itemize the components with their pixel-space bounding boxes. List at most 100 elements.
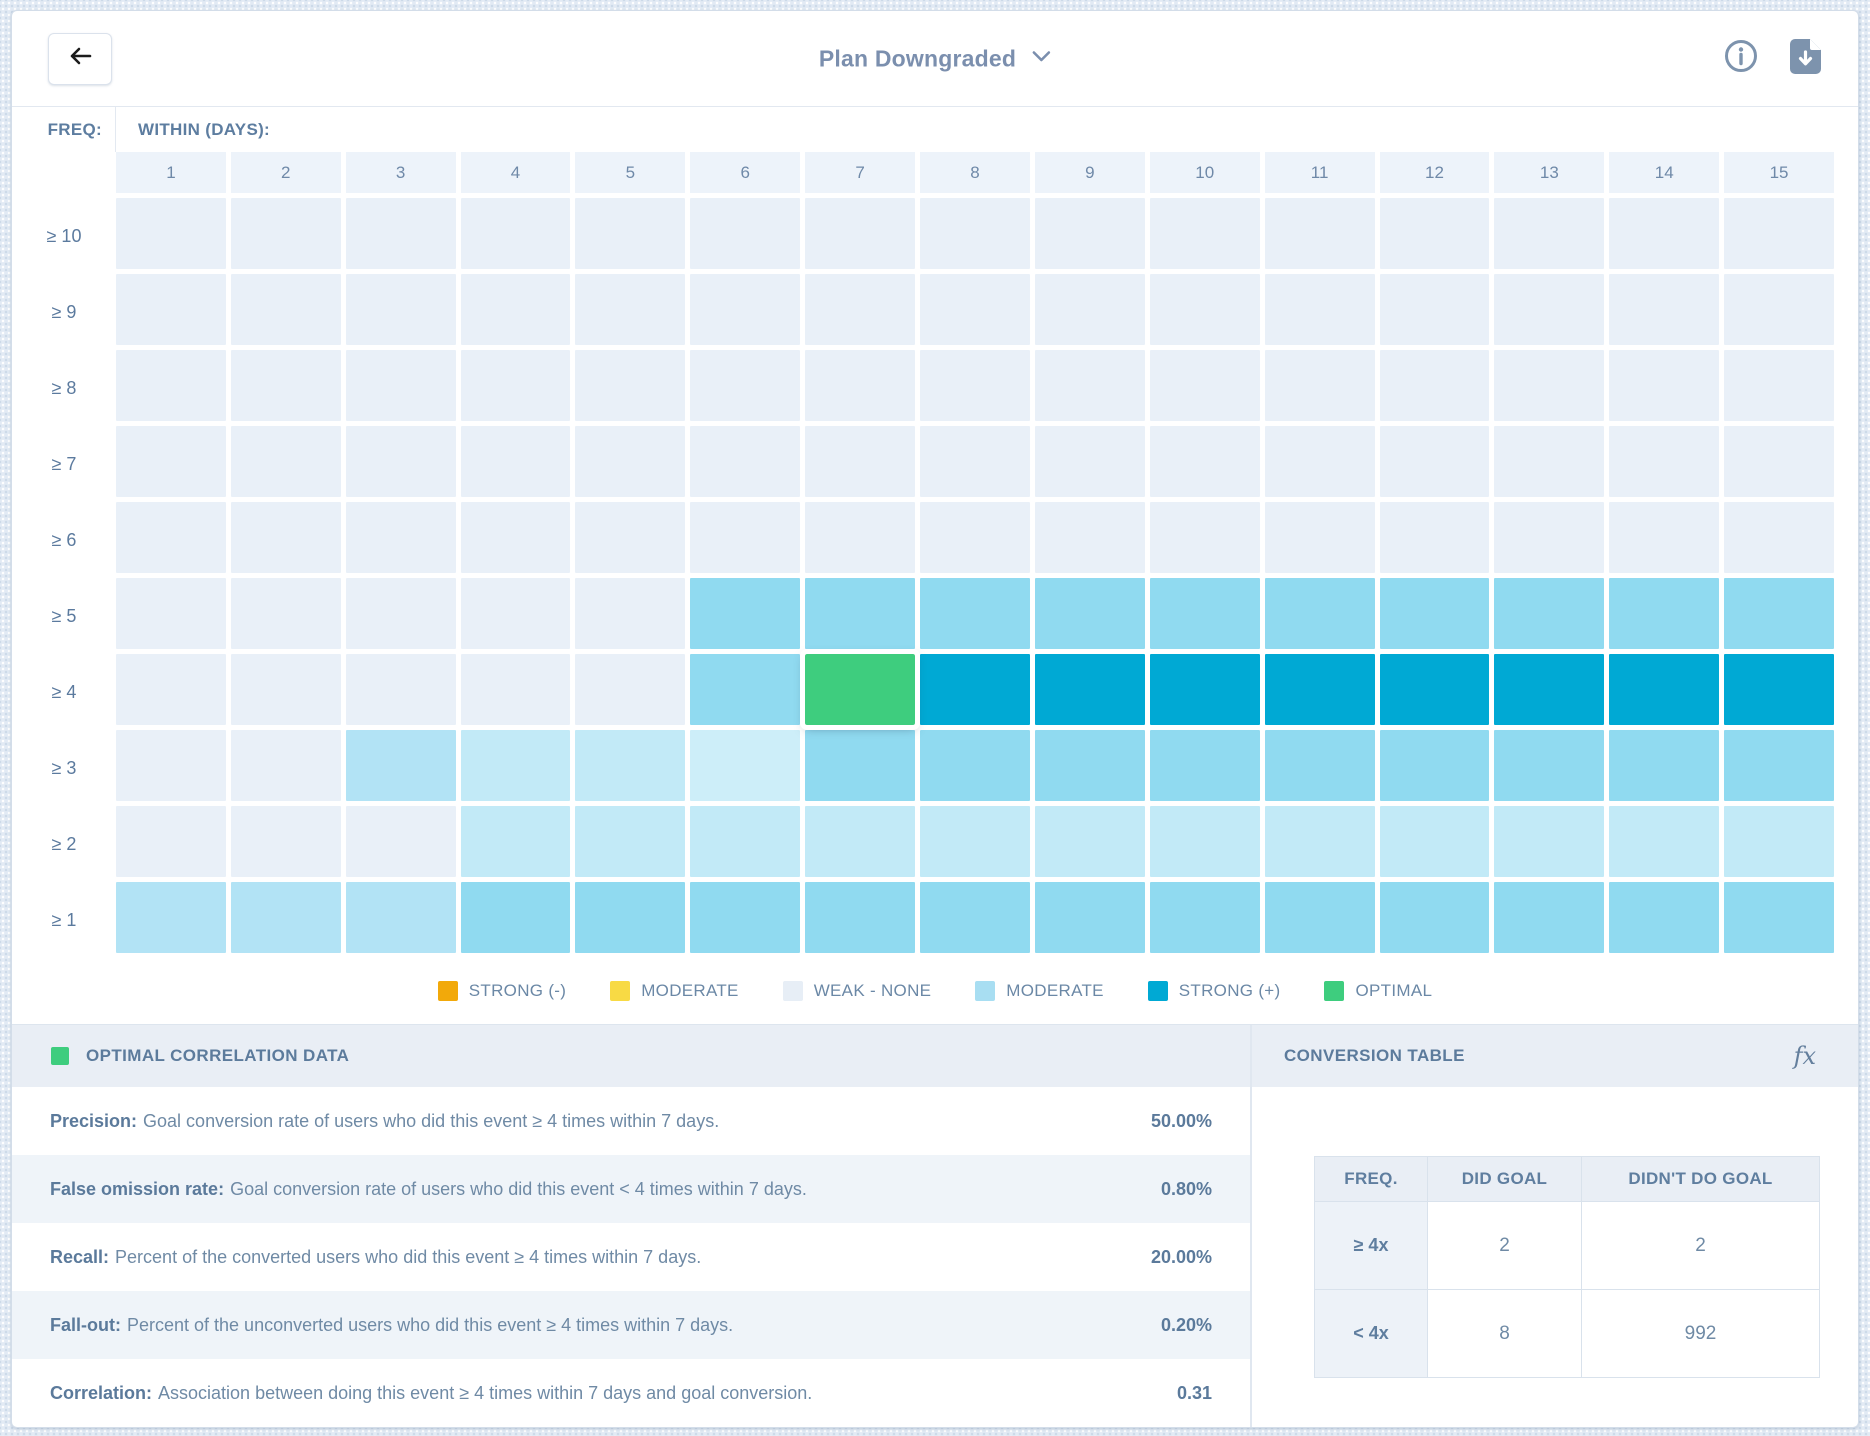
heatmap-cell-r5-c6[interactable] — [690, 502, 801, 573]
heatmap-cell-r10-c4[interactable] — [460, 882, 571, 953]
heatmap-cell-r3-c14[interactable] — [1609, 350, 1720, 421]
heatmap-cell-r2-c10[interactable] — [1149, 274, 1260, 345]
heatmap-cell-r5-c12[interactable] — [1379, 502, 1490, 573]
heatmap-cell-r7-c5[interactable] — [575, 654, 686, 725]
heatmap-cell-r9-c3[interactable] — [345, 806, 456, 877]
heatmap-cell-r5-c11[interactable] — [1264, 502, 1375, 573]
heatmap-cell-r3-c13[interactable] — [1494, 350, 1605, 421]
heatmap-cell-r9-c11[interactable] — [1264, 806, 1375, 877]
heatmap-cell-r5-c5[interactable] — [575, 502, 686, 573]
heatmap-cell-r10-c8[interactable] — [920, 882, 1030, 953]
heatmap-cell-r4-c1[interactable] — [116, 426, 226, 497]
heatmap-cell-r8-c12[interactable] — [1379, 730, 1490, 801]
heatmap-cell-r7-c13[interactable] — [1494, 654, 1605, 725]
heatmap-cell-r6-c3[interactable] — [345, 578, 456, 649]
heatmap-cell-r7-c12[interactable] — [1379, 654, 1490, 725]
heatmap-cell-r1-c4[interactable] — [460, 198, 571, 269]
heatmap-cell-r7-c11[interactable] — [1264, 654, 1375, 725]
heatmap-cell-r5-c3[interactable] — [345, 502, 456, 573]
heatmap-cell-r6-c11[interactable] — [1264, 578, 1375, 649]
heatmap-cell-r4-c14[interactable] — [1609, 426, 1720, 497]
heatmap-cell-r10-c2[interactable] — [230, 882, 341, 953]
heatmap-cell-r3-c6[interactable] — [690, 350, 801, 421]
heatmap-cell-r8-c10[interactable] — [1149, 730, 1260, 801]
heatmap-cell-r3-c3[interactable] — [345, 350, 456, 421]
heatmap-cell-r2-c3[interactable] — [345, 274, 456, 345]
heatmap-cell-r4-c4[interactable] — [460, 426, 571, 497]
heatmap-cell-r1-c11[interactable] — [1264, 198, 1375, 269]
heatmap-cell-r1-c8[interactable] — [920, 198, 1030, 269]
back-button[interactable] — [48, 32, 112, 85]
heatmap-cell-r1-c14[interactable] — [1609, 198, 1720, 269]
report-title-dropdown[interactable]: Plan Downgraded — [819, 45, 1051, 72]
heatmap-cell-r9-c15[interactable] — [1724, 806, 1834, 877]
heatmap-cell-r2-c6[interactable] — [690, 274, 801, 345]
heatmap-cell-r3-c7[interactable] — [805, 350, 916, 421]
heatmap-cell-r10-c11[interactable] — [1264, 882, 1375, 953]
heatmap-cell-r1-c7[interactable] — [805, 198, 916, 269]
heatmap-cell-r5-c2[interactable] — [230, 502, 341, 573]
heatmap-cell-r6-c13[interactable] — [1494, 578, 1605, 649]
heatmap-cell-r8-c9[interactable] — [1034, 730, 1145, 801]
heatmap-cell-r6-c1[interactable] — [116, 578, 226, 649]
heatmap-cell-r2-c8[interactable] — [920, 274, 1030, 345]
heatmap-cell-r3-c5[interactable] — [575, 350, 686, 421]
heatmap-cell-r8-c4[interactable] — [460, 730, 571, 801]
heatmap-cell-r9-c1[interactable] — [116, 806, 226, 877]
heatmap-cell-r9-c5[interactable] — [575, 806, 686, 877]
heatmap-cell-r10-c13[interactable] — [1494, 882, 1605, 953]
heatmap-cell-r1-c1[interactable] — [116, 198, 226, 269]
info-button[interactable] — [1722, 40, 1760, 78]
heatmap-cell-r3-c4[interactable] — [460, 350, 571, 421]
heatmap-cell-r6-c4[interactable] — [460, 578, 571, 649]
heatmap-cell-r7-c15[interactable] — [1724, 654, 1834, 725]
heatmap-cell-r7-c9[interactable] — [1034, 654, 1145, 725]
heatmap-cell-r10-c15[interactable] — [1724, 882, 1834, 953]
heatmap-cell-r6-c9[interactable] — [1034, 578, 1145, 649]
heatmap-cell-r7-c14[interactable] — [1609, 654, 1720, 725]
heatmap-cell-r10-c1[interactable] — [116, 882, 226, 953]
heatmap-cell-r4-c7[interactable] — [805, 426, 916, 497]
heatmap-cell-r1-c9[interactable] — [1034, 198, 1145, 269]
heatmap-cell-r8-c13[interactable] — [1494, 730, 1605, 801]
heatmap-cell-r3-c12[interactable] — [1379, 350, 1490, 421]
heatmap-cell-r4-c5[interactable] — [575, 426, 686, 497]
heatmap-cell-r1-c10[interactable] — [1149, 198, 1260, 269]
heatmap-cell-r6-c15[interactable] — [1724, 578, 1834, 649]
heatmap-cell-r10-c14[interactable] — [1609, 882, 1720, 953]
heatmap-cell-r2-c1[interactable] — [116, 274, 226, 345]
heatmap-cell-r8-c7[interactable] — [805, 730, 916, 801]
heatmap-cell-r1-c13[interactable] — [1494, 198, 1605, 269]
heatmap-cell-r9-c13[interactable] — [1494, 806, 1605, 877]
heatmap-cell-r8-c5[interactable] — [575, 730, 686, 801]
heatmap-cell-r6-c8[interactable] — [920, 578, 1030, 649]
heatmap-cell-r2-c11[interactable] — [1264, 274, 1375, 345]
heatmap-cell-r10-c9[interactable] — [1034, 882, 1145, 953]
heatmap-cell-r4-c10[interactable] — [1149, 426, 1260, 497]
heatmap-cell-r2-c9[interactable] — [1034, 274, 1145, 345]
heatmap-cell-r7-c1[interactable] — [116, 654, 226, 725]
heatmap-cell-r5-c8[interactable] — [920, 502, 1030, 573]
heatmap-cell-r5-c4[interactable] — [460, 502, 571, 573]
heatmap-cell-r7-c8[interactable] — [920, 654, 1030, 725]
heatmap-cell-r5-c10[interactable] — [1149, 502, 1260, 573]
heatmap-cell-r4-c6[interactable] — [690, 426, 801, 497]
heatmap-cell-r10-c5[interactable] — [575, 882, 686, 953]
heatmap-cell-r8-c3[interactable] — [345, 730, 456, 801]
heatmap-cell-r7-c3[interactable] — [345, 654, 456, 725]
heatmap-cell-r9-c10[interactable] — [1149, 806, 1260, 877]
heatmap-cell-r6-c6[interactable] — [690, 578, 801, 649]
heatmap-cell-r10-c3[interactable] — [345, 882, 456, 953]
heatmap-cell-r1-c3[interactable] — [345, 198, 456, 269]
heatmap-cell-r10-c7[interactable] — [805, 882, 916, 953]
heatmap-cell-r5-c14[interactable] — [1609, 502, 1720, 573]
heatmap-cell-r2-c4[interactable] — [460, 274, 571, 345]
formula-fx-button[interactable]: fx — [1793, 1042, 1816, 1070]
heatmap-cell-r1-c5[interactable] — [575, 198, 686, 269]
heatmap-cell-optimal-r7-c7[interactable] — [800, 649, 921, 730]
heatmap-cell-r8-c15[interactable] — [1724, 730, 1834, 801]
heatmap-cell-r6-c2[interactable] — [230, 578, 341, 649]
heatmap-cell-r4-c9[interactable] — [1034, 426, 1145, 497]
heatmap-cell-r9-c7[interactable] — [805, 806, 916, 877]
heatmap-cell-r5-c1[interactable] — [116, 502, 226, 573]
